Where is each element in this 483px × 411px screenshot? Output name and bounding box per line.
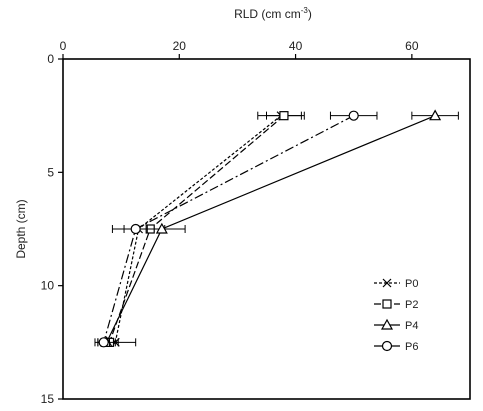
legend-item-p2: P2 [374, 299, 418, 311]
data-point-p6 [348, 110, 359, 121]
legend-label: P2 [405, 299, 418, 311]
axes: 0 20 40 60 0 5 10 15 [41, 39, 471, 406]
legend-item-p6: P6 [374, 340, 418, 353]
x-tick-label: 60 [405, 39, 419, 53]
legend: P0 P2 P4 P6 [374, 278, 418, 353]
x-axis-title: RLD (cm cm-3) [234, 6, 312, 21]
marker-stroke [382, 278, 392, 288]
x-tick-label: 40 [289, 39, 303, 53]
data-point-p4 [155, 222, 168, 234]
legend-label: P0 [405, 278, 418, 290]
plot-frame [62, 58, 471, 400]
y-tick-label: 0 [47, 52, 54, 66]
legend-label: P6 [405, 341, 418, 353]
data-point-p2 [279, 111, 289, 121]
data-point-p4 [429, 109, 442, 121]
y-tick-label: 15 [41, 392, 55, 406]
legend-swatch-marker [382, 278, 392, 288]
y-tick-label: 10 [41, 279, 55, 293]
x-axis-title-close: ) [308, 7, 312, 21]
y-axis-title: Depth (cm) [14, 199, 28, 258]
legend-item-p4: P4 [374, 318, 418, 332]
legend-label: P4 [405, 320, 418, 332]
legend-swatch-marker [381, 340, 393, 352]
y-tick-label: 5 [47, 165, 54, 179]
legend-swatch-marker [382, 299, 392, 309]
legend-item-p0: P0 [374, 278, 418, 290]
x-axis-title-superscript: -3 [301, 6, 309, 15]
x-axis-title-main: RLD (cm cm [234, 7, 301, 21]
x-tick-label: 0 [60, 39, 67, 53]
x-tick-label: 20 [173, 39, 187, 53]
legend-swatch-marker [380, 318, 394, 330]
data-point-p6 [130, 223, 141, 235]
series-layer [94, 109, 459, 348]
series-p6 [97, 110, 378, 348]
data-point-p6 [98, 337, 109, 348]
